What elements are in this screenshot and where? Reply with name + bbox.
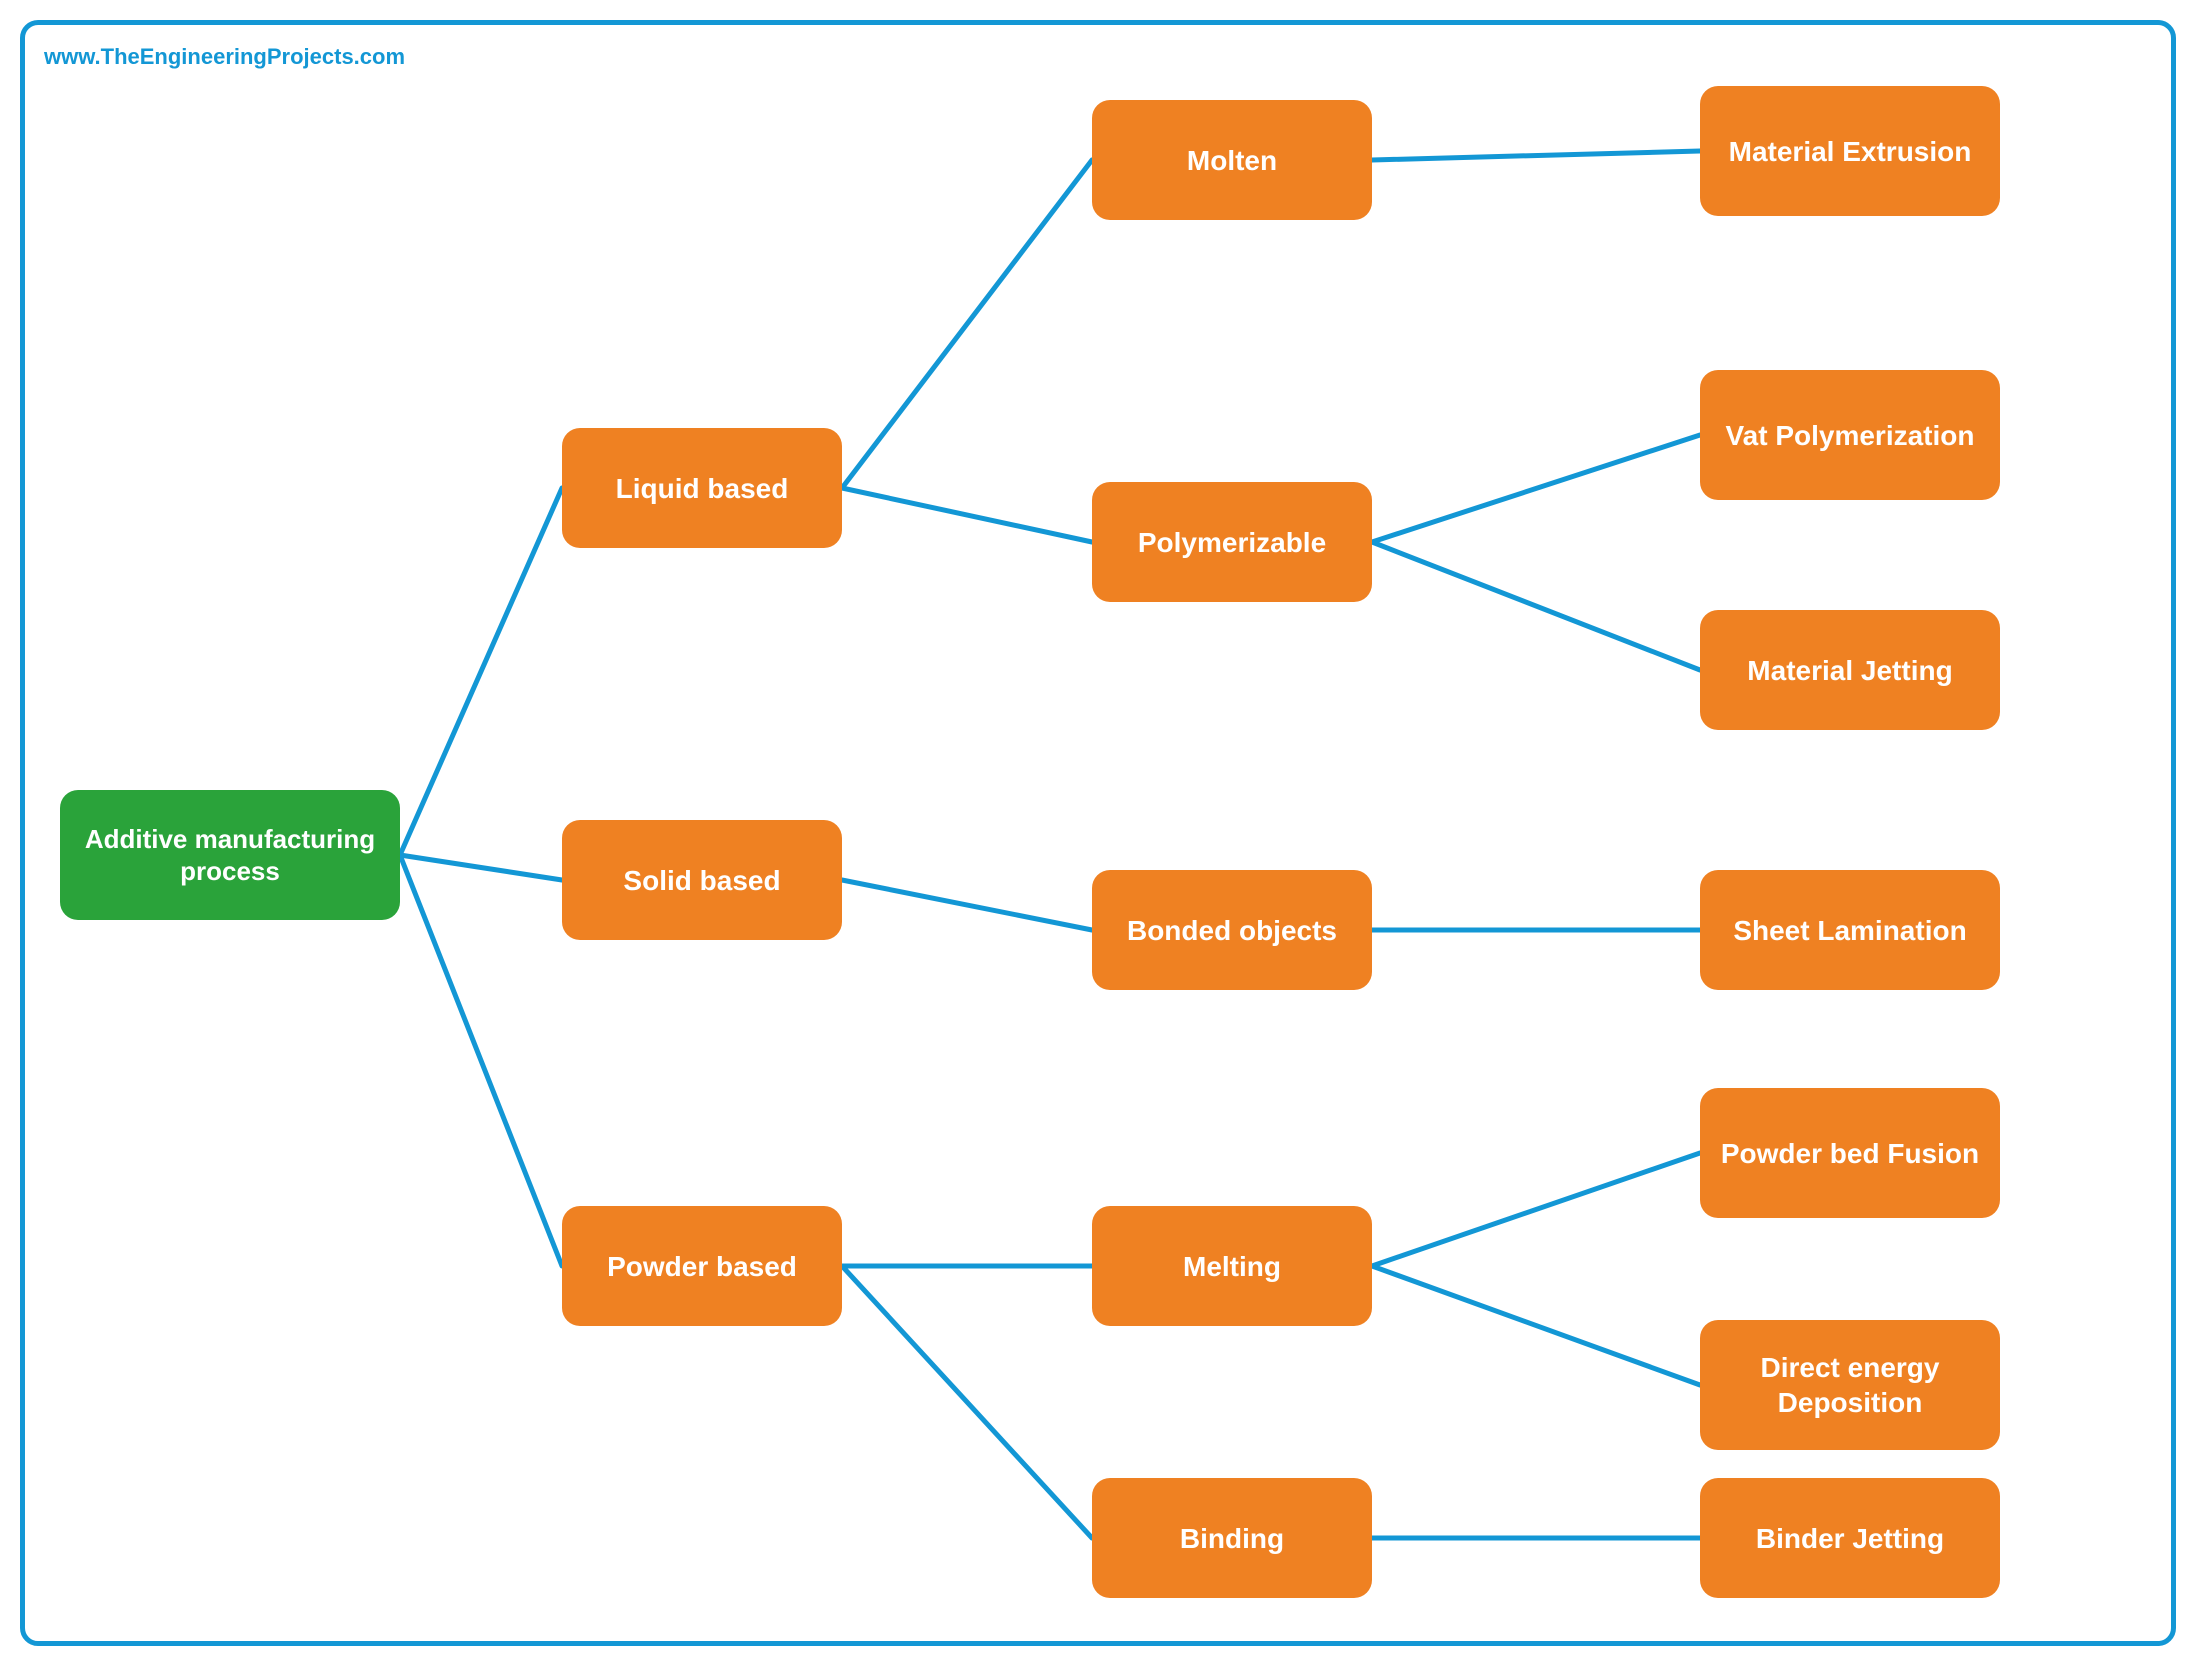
node-pbf: Powder bed Fusion: [1700, 1088, 2000, 1218]
node-vat: Vat Polymerization: [1700, 370, 2000, 500]
node-binding: Binding: [1092, 1478, 1372, 1598]
node-molten: Molten: [1092, 100, 1372, 220]
node-solid: Solid based: [562, 820, 842, 940]
node-melting: Melting: [1092, 1206, 1372, 1326]
node-jetting: Material Jetting: [1700, 610, 2000, 730]
node-bonded: Bonded objects: [1092, 870, 1372, 990]
node-liquid: Liquid based: [562, 428, 842, 548]
node-ded: Direct energy Deposition: [1700, 1320, 2000, 1450]
node-extrusion: Material Extrusion: [1700, 86, 2000, 216]
watermark-text: www.TheEngineeringProjects.com: [44, 44, 405, 70]
node-binder: Binder Jetting: [1700, 1478, 2000, 1598]
node-powder: Powder based: [562, 1206, 842, 1326]
node-polymerizable: Polymerizable: [1092, 482, 1372, 602]
diagram-canvas: www.TheEngineeringProjects.com Additive …: [0, 0, 2196, 1666]
node-root: Additive manufacturing process: [60, 790, 400, 920]
node-sheet: Sheet Lamination: [1700, 870, 2000, 990]
